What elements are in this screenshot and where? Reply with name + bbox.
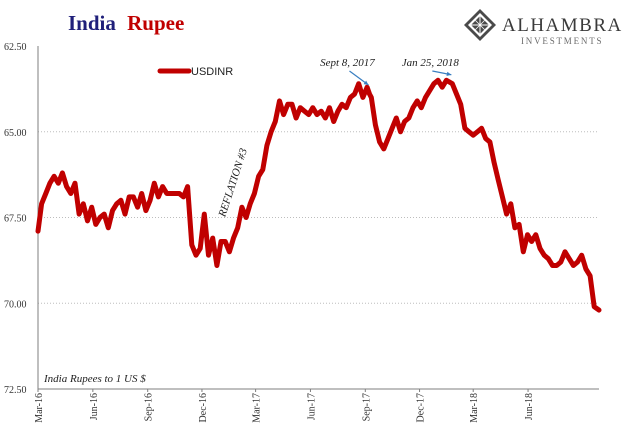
axis-layer: 62.50 65.00 67.50 70.00 72.50 Mar-16 Jun-16 Sep… (4, 42, 599, 423)
x-tick-label: Mar-16 (34, 393, 45, 423)
chart-note: India Rupees to 1 US $ (43, 373, 146, 385)
annotation-arrowhead (446, 71, 452, 76)
x-tick-label: Dec-17 (416, 393, 427, 422)
annotation-label: Sept 8, 2017 (320, 57, 375, 69)
chart-title-part2: Rupee (127, 11, 184, 35)
alhambra-diamond-lattice-icon (464, 9, 496, 41)
annotation-arrowhead (363, 80, 369, 86)
legend-label: USDINR (191, 66, 233, 78)
x-tick-label: Jun-18 (524, 393, 535, 420)
y-tick-label: 67.50 (4, 214, 27, 225)
y-tick-label: 62.50 (4, 42, 27, 53)
x-tick-label: Dec-16 (198, 393, 209, 422)
series-layer (35, 77, 602, 313)
series-line-usdinr (35, 77, 602, 313)
annotation-label: Jan 25, 2018 (402, 57, 460, 69)
x-tick-label: Sep-17 (361, 393, 372, 421)
y-tick-label: 70.00 (4, 299, 27, 310)
logo-name: ALHAMBRA (502, 15, 623, 36)
grid-layer (38, 131, 599, 304)
legend: USDINR (157, 66, 233, 78)
chart-title-part1: India (68, 11, 116, 35)
logo-subtitle: INVESTMENTS (521, 36, 603, 46)
x-tick-label: Jun-16 (89, 393, 100, 420)
x-tick-label: Mar-18 (469, 393, 480, 423)
x-tick-label: Mar-17 (252, 393, 263, 423)
y-tick-label: 65.00 (4, 128, 27, 139)
x-tick-label: Jun-17 (306, 393, 317, 420)
chart-title: India Rupee (68, 11, 184, 35)
x-tick-label: Sep-16 (144, 393, 155, 421)
y-tick-label: 72.50 (4, 385, 27, 396)
